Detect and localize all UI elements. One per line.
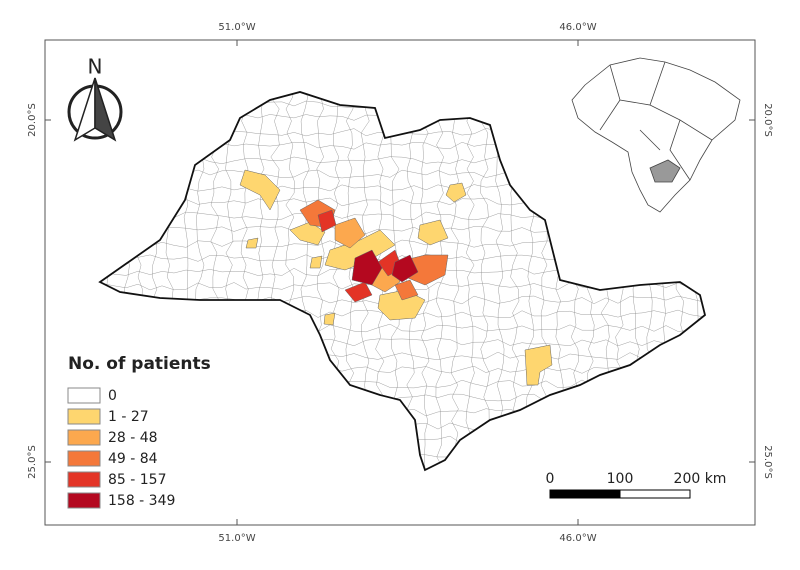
scale-label: 100 [607, 471, 634, 487]
municipality-area [289, 221, 326, 246]
municipal-boundary [450, 92, 460, 470]
grid-label: 25.0°S [27, 445, 38, 479]
legend-swatch [67, 408, 101, 425]
grid-label: 20.0°S [762, 103, 773, 137]
municipality-area [524, 344, 553, 386]
grid-label: 51.0°W [218, 22, 255, 33]
north-arrow: N [67, 55, 123, 142]
grid-label: 20.0°S [27, 103, 38, 137]
municipality-area [239, 169, 281, 211]
municipality-area [317, 209, 337, 233]
scale-bar: 0 100 200 km [546, 471, 727, 499]
brazil-inset [571, 57, 741, 213]
municipality-area [334, 217, 366, 249]
municipality-area [309, 255, 323, 269]
municipal-boundary [480, 92, 490, 470]
legend-label: 158 - 349 [108, 493, 175, 509]
municipal-boundary [465, 92, 475, 470]
municipality-area [394, 279, 419, 301]
grid-label: 25.0°S [762, 445, 773, 479]
legend-label: 49 - 84 [108, 451, 158, 467]
municipality-area [245, 237, 259, 249]
municipal-boundary [435, 92, 445, 470]
legend: 0 1 - 27 28 - 48 49 - 84 85 - 157 158 - 349 [67, 387, 175, 509]
legend-title: No. of patients [68, 354, 211, 374]
scale-label: 200 km [674, 471, 727, 487]
sao-paulo-inset [649, 159, 681, 183]
legend-swatch [67, 450, 101, 467]
municipality-area [323, 312, 336, 326]
grid-label: 46.0°W [559, 533, 596, 544]
legend-label: 1 - 27 [108, 409, 149, 425]
legend-swatch [67, 471, 101, 488]
legend-swatch [67, 429, 101, 446]
frame-ticks [45, 40, 755, 525]
legend-swatch [67, 492, 101, 509]
north-label: N [88, 55, 103, 79]
grid-label: 46.0°W [559, 22, 596, 33]
legend-label: 85 - 157 [108, 472, 167, 488]
legend-label: 28 - 48 [108, 430, 158, 446]
patient-areas [239, 169, 553, 386]
municipality-area [445, 182, 467, 203]
legend-label: 0 [108, 388, 117, 404]
legend-swatch [67, 387, 101, 404]
municipality-area [391, 254, 419, 283]
municipality-area [351, 249, 383, 286]
municipality-area [324, 229, 396, 271]
scale-label: 0 [546, 471, 555, 487]
municipality-area [344, 281, 373, 303]
municipality-area [417, 219, 449, 246]
grid-label: 51.0°W [218, 533, 255, 544]
